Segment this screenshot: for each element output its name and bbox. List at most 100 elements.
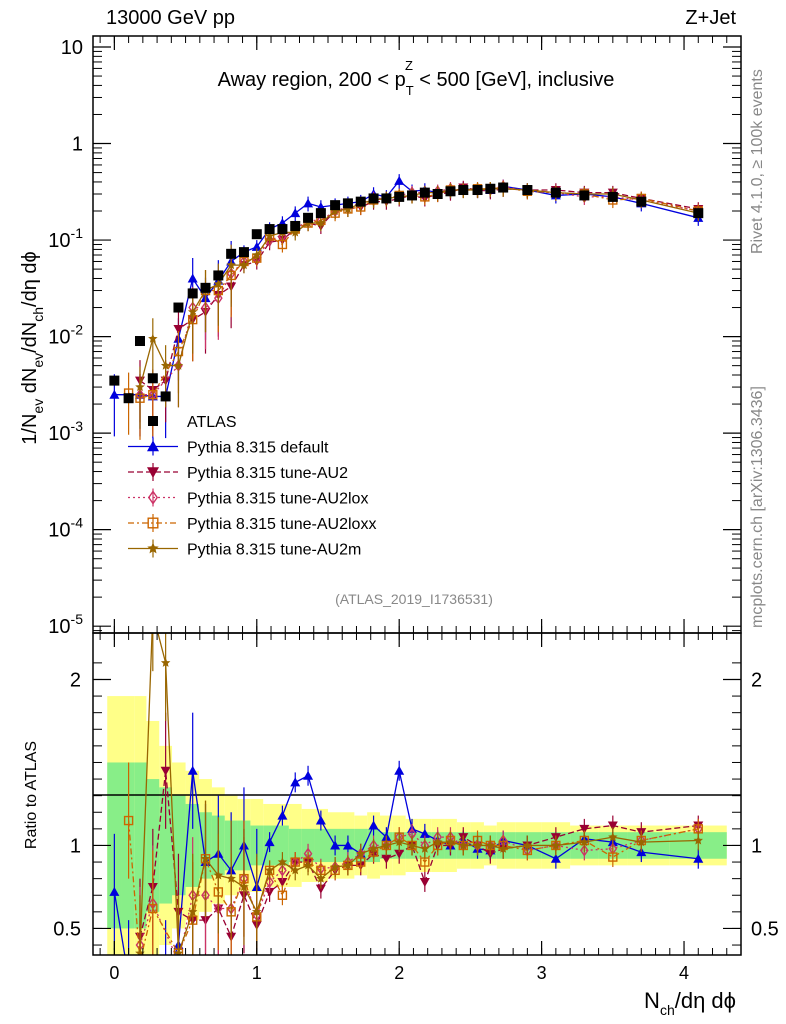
ratio-plot-frame	[92, 632, 742, 956]
data-point	[368, 843, 379, 853]
data-point	[200, 282, 211, 293]
data-point	[148, 973, 158, 982]
data-point	[579, 837, 590, 847]
data-point	[290, 208, 301, 218]
data-point	[173, 360, 184, 370]
data-point	[330, 206, 340, 215]
ratio-band-bin	[159, 787, 173, 904]
data-point	[264, 231, 275, 241]
legend-entry: Pythia 8.315 tune-AU2loxx	[128, 514, 376, 533]
data-point	[343, 860, 353, 870]
data-point	[213, 870, 224, 880]
data-point	[124, 973, 134, 982]
data-point	[381, 193, 392, 204]
data-point	[355, 196, 366, 207]
ratio-tick-label: 0.5	[53, 918, 81, 940]
y-axis-label: 1/Nev dNev/dNch/dη dϕ	[19, 251, 46, 444]
data-point	[252, 250, 262, 260]
data-point	[636, 196, 647, 207]
data-point	[522, 185, 533, 196]
data-point	[252, 906, 262, 916]
ratio-tick-label: 2	[70, 669, 81, 691]
legend-label: ATLAS	[187, 414, 237, 431]
data-point	[213, 279, 224, 289]
data-point	[579, 844, 589, 857]
data-point	[458, 185, 469, 196]
data-point	[264, 865, 275, 875]
data-point	[394, 765, 405, 775]
data-point	[148, 390, 158, 400]
y-tick-label: 10	[61, 37, 83, 59]
data-point	[187, 273, 198, 283]
data-point	[342, 840, 353, 850]
data-point	[147, 517, 159, 529]
data-point	[445, 186, 456, 197]
data-point	[394, 849, 405, 859]
y-tick-label: 10-4	[48, 515, 83, 542]
data-point	[147, 542, 159, 554]
data-point	[498, 182, 509, 193]
data-point	[693, 835, 703, 845]
x-axis-label: Nch/dη dϕ	[644, 988, 736, 1018]
data-point	[420, 843, 430, 853]
data-point	[277, 857, 288, 867]
data-point	[173, 948, 184, 955]
data-point	[432, 837, 443, 847]
data-point	[290, 865, 300, 875]
ratio-band-bin	[276, 825, 289, 866]
data-point	[290, 227, 300, 237]
y-tick-label: 10-3	[48, 418, 83, 445]
data-point	[290, 777, 301, 787]
data-point	[330, 862, 340, 872]
data-point	[277, 877, 288, 887]
legend-entry: Pythia 8.315 default	[128, 437, 329, 457]
legend-label: Pythia 8.315 tune-AU2m	[187, 542, 361, 559]
data-point	[148, 608, 158, 617]
chart-title: Away region, 200 < pT < 500 [GeV], inclu…	[218, 69, 615, 98]
data-point	[239, 260, 249, 270]
ratio-tick-label-right: 1	[751, 835, 762, 857]
legend-label: Pythia 8.315 tune-AU2	[187, 465, 348, 482]
data-point	[394, 191, 405, 202]
data-point	[238, 247, 249, 258]
data-point	[160, 391, 171, 402]
data-point	[239, 881, 249, 891]
legend-entry: ATLAS	[148, 414, 237, 431]
y-tick-label: 10-1	[48, 225, 83, 252]
analysis-reference: (ATLAS_2019_I1736531)	[335, 591, 493, 607]
data-point	[109, 886, 120, 896]
data-point	[226, 260, 236, 270]
ratio-series-layer	[109, 608, 704, 982]
data-point	[303, 198, 314, 208]
data-point	[277, 890, 288, 900]
rivet-version-label: Rivet 4.1.0, ≥ 100k events	[749, 69, 766, 254]
data-point	[356, 848, 366, 858]
data-point	[316, 218, 326, 228]
data-point	[607, 821, 618, 831]
data-point	[109, 375, 120, 386]
legend: ATLAS Pythia 8.315 default Pythia 8.315 tu…	[128, 414, 376, 559]
data-point	[368, 193, 379, 204]
series-2	[134, 180, 704, 432]
data-point	[315, 815, 326, 825]
data-point	[419, 828, 430, 838]
data-point	[303, 212, 314, 223]
data-point	[147, 373, 158, 384]
ratio-band-bin	[121, 762, 135, 929]
data-point	[608, 852, 618, 862]
x-tick-label: 2	[394, 963, 404, 983]
data-point	[136, 958, 144, 966]
data-point	[148, 903, 158, 914]
data-point	[147, 490, 159, 505]
data-point	[445, 837, 456, 847]
data-point	[134, 336, 145, 347]
data-point	[550, 853, 561, 863]
data-point	[693, 853, 704, 863]
data-point	[472, 840, 483, 850]
data-point	[303, 860, 313, 870]
data-point	[579, 190, 590, 201]
legend-label: Pythia 8.315 default	[187, 440, 329, 457]
data-point	[148, 333, 158, 343]
ratio-tick-label: 1	[70, 835, 81, 857]
